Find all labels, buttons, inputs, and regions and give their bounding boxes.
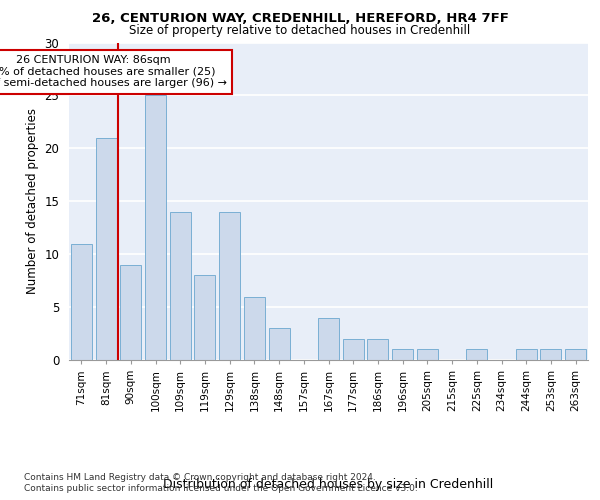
Bar [343, 339, 364, 360]
X-axis label: Distribution of detached houses by size in Credenhill: Distribution of detached houses by size … [163, 478, 494, 491]
Bar [392, 350, 413, 360]
Bar [516, 350, 537, 360]
Bar [269, 328, 290, 360]
Bar [466, 350, 487, 360]
Bar [219, 212, 240, 360]
Bar [95, 138, 116, 360]
Bar [244, 296, 265, 360]
Bar [194, 276, 215, 360]
Text: 26, CENTURION WAY, CREDENHILL, HEREFORD, HR4 7FF: 26, CENTURION WAY, CREDENHILL, HEREFORD,… [92, 12, 508, 26]
Bar [565, 350, 586, 360]
Bar [71, 244, 92, 360]
Bar [145, 96, 166, 360]
Text: 26 CENTURION WAY: 86sqm
← 20% of detached houses are smaller (25)
78% of semi-de: 26 CENTURION WAY: 86sqm ← 20% of detache… [0, 55, 227, 88]
Y-axis label: Number of detached properties: Number of detached properties [26, 108, 39, 294]
Bar [120, 265, 141, 360]
Text: Contains public sector information licensed under the Open Government Licence v3: Contains public sector information licen… [24, 484, 418, 493]
Bar [170, 212, 191, 360]
Text: Contains HM Land Registry data © Crown copyright and database right 2024.: Contains HM Land Registry data © Crown c… [24, 472, 376, 482]
Text: Size of property relative to detached houses in Credenhill: Size of property relative to detached ho… [130, 24, 470, 37]
Bar [367, 339, 388, 360]
Bar [541, 350, 562, 360]
Bar [318, 318, 339, 360]
Bar [417, 350, 438, 360]
